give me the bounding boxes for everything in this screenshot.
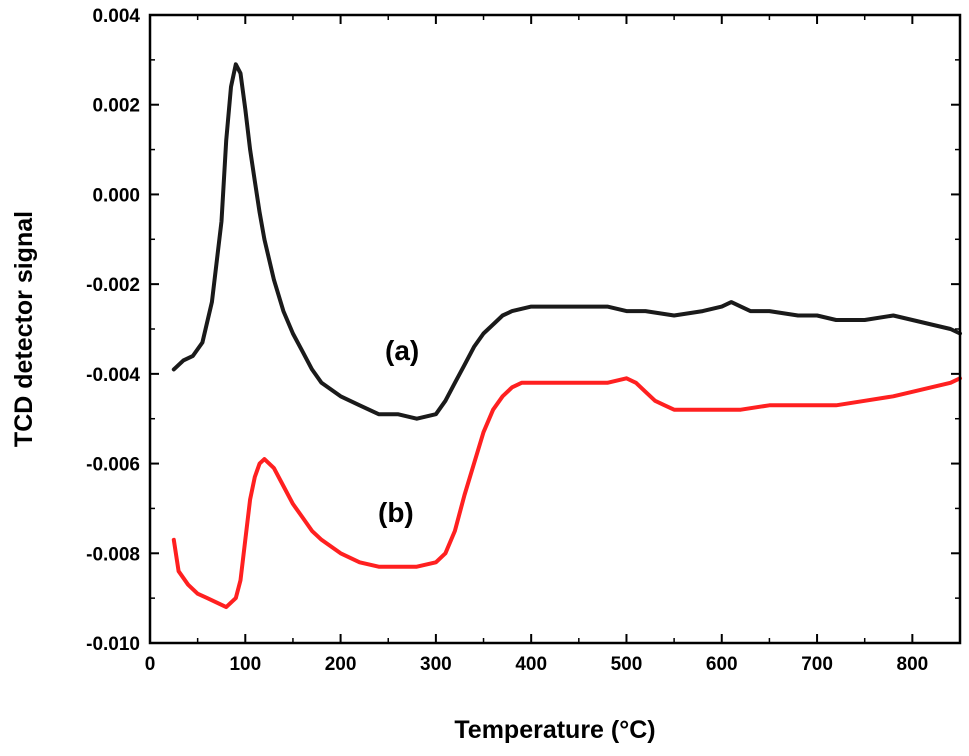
y-tick-label: 0.002: [92, 96, 140, 117]
plot-frame: [148, 13, 962, 645]
series-line-a: [171, 62, 962, 421]
x-tick-label: 100: [229, 654, 261, 675]
y-tick-label: 0.004: [92, 6, 140, 27]
x-tick-label: 500: [611, 654, 643, 675]
x-tick-label: 800: [897, 654, 929, 675]
x-tick-label: 200: [325, 654, 357, 675]
curve-label-b: (b): [378, 497, 414, 528]
y-axis-title: TCD detector signal: [10, 211, 38, 447]
y-tick-label: -0.010: [86, 634, 140, 655]
series-line-b: [171, 376, 962, 610]
y-axis-ticks: 0.004 0.002 0.000 -0.002 -0.004 -0.006 -0.008 -…: [86, 6, 960, 655]
y-tick-label: 0.000: [92, 185, 140, 206]
x-tick-label: 0: [145, 654, 156, 675]
x-tick-label: 300: [420, 654, 452, 675]
y-tick-label: -0.006: [86, 455, 140, 476]
y-tick-label: -0.002: [86, 275, 140, 296]
y-tick-label: -0.008: [86, 544, 140, 565]
x-tick-label: 700: [801, 654, 833, 675]
plot-lines: [171, 62, 962, 610]
x-tick-label: 400: [515, 654, 547, 675]
x-tick-label: 600: [706, 654, 738, 675]
x-axis-ticks: 0 100 200 300 400 500 600 700 800: [145, 15, 928, 675]
y-tick-label: -0.004: [86, 365, 140, 386]
x-axis-title: Temperature (°C): [454, 716, 655, 744]
curve-label-a: (a): [385, 335, 419, 366]
